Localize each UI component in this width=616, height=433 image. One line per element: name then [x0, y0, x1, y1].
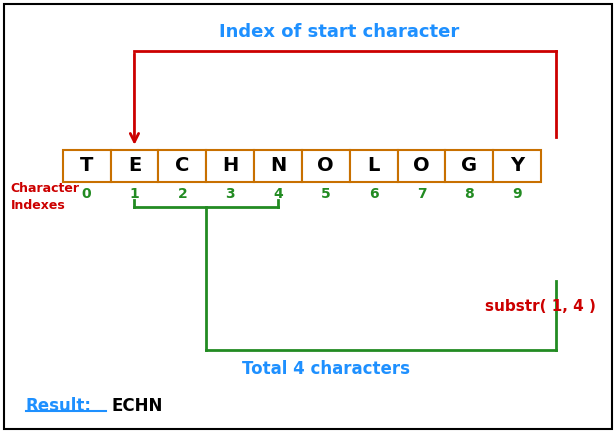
Bar [493, 150, 541, 182]
Text: C: C [175, 156, 190, 175]
Text: 7: 7 [416, 187, 426, 201]
Text: E: E [128, 156, 141, 175]
Text: O: O [317, 156, 334, 175]
Bar [397, 150, 445, 182]
Bar [158, 150, 206, 182]
Text: 4: 4 [273, 187, 283, 201]
Text: L: L [367, 156, 380, 175]
Text: T: T [80, 156, 93, 175]
Bar [110, 150, 158, 182]
Text: H: H [222, 156, 238, 175]
Bar [350, 150, 397, 182]
Text: Result:: Result: [26, 397, 92, 415]
Text: 1: 1 [129, 187, 139, 201]
Bar [254, 150, 302, 182]
Bar [63, 150, 110, 182]
Bar [206, 150, 254, 182]
Text: 3: 3 [225, 187, 235, 201]
Text: 0: 0 [82, 187, 91, 201]
Text: N: N [270, 156, 286, 175]
Text: Index of start character: Index of start character [219, 23, 459, 41]
Bar [445, 150, 493, 182]
Text: Indexes: Indexes [10, 199, 65, 212]
Text: 8: 8 [464, 187, 474, 201]
Text: substr( 1, 4 ): substr( 1, 4 ) [485, 299, 596, 314]
Text: O: O [413, 156, 430, 175]
Text: Y: Y [510, 156, 524, 175]
Text: 2: 2 [177, 187, 187, 201]
Bar [302, 150, 350, 182]
Text: G: G [461, 156, 477, 175]
Text: 5: 5 [321, 187, 331, 201]
Text: 9: 9 [513, 187, 522, 201]
Text: 6: 6 [369, 187, 378, 201]
Text: Character: Character [10, 182, 79, 195]
Text: ECHN: ECHN [111, 397, 163, 415]
Text: Total 4 characters: Total 4 characters [243, 360, 410, 378]
